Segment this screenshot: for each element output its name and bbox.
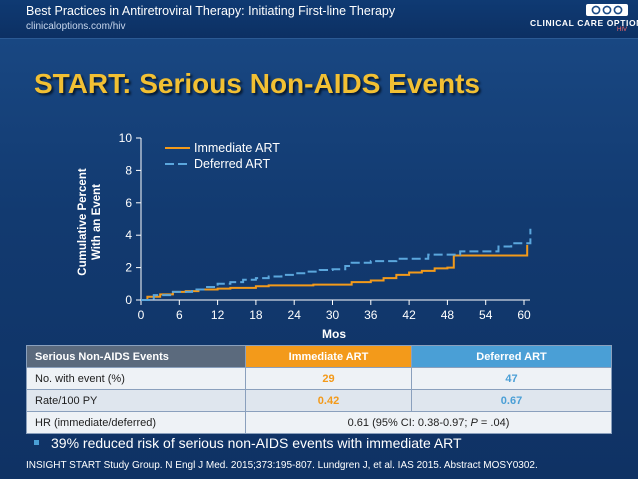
- events-table: Serious Non-AIDS Events Immediate ART De…: [26, 345, 612, 434]
- y-axis-title-line1: Cumulative Percent: [77, 168, 89, 276]
- x-tick-label: 54: [479, 308, 493, 322]
- presentation-title: Best Practices in Antiretroviral Therapy…: [26, 4, 396, 18]
- logo-sub: HIV: [617, 27, 628, 33]
- x-tick-label: 0: [138, 308, 145, 322]
- x-tick-label: 60: [517, 308, 531, 322]
- x-tick-label: 18: [249, 308, 263, 322]
- key-finding: 39% reduced risk of serious non-AIDS eve…: [34, 435, 462, 451]
- logo-text: CLINICAL CARE OPTIONS: [530, 18, 638, 28]
- row-value-immediate: 29: [245, 367, 412, 390]
- hr-value-pre: 0.61 (95% CI: 0.38-0.97;: [347, 416, 471, 429]
- x-tick-label: 42: [402, 308, 416, 322]
- x-tick-label: 48: [441, 308, 455, 322]
- x-tick-label: 36: [364, 308, 378, 322]
- table-row: Rate/100 PY 0.42 0.67: [26, 389, 612, 412]
- hr-label: HR (immediate/deferred): [26, 411, 246, 434]
- legend-label: Immediate ART: [194, 141, 280, 155]
- hr-value-post: = .04): [477, 416, 510, 429]
- citation: INSIGHT START Study Group. N Engl J Med.…: [26, 460, 538, 471]
- site-url[interactable]: clinicaloptions.com/hiv: [26, 21, 126, 32]
- series-line-immediate-art: [141, 244, 529, 301]
- row-label: No. with event (%): [26, 367, 246, 390]
- table-row: No. with event (%) 29 47: [26, 367, 612, 390]
- table-header-row: Serious Non-AIDS Events Immediate ART De…: [26, 345, 612, 368]
- series-line-deferred-art: [141, 228, 532, 301]
- y-tick-label: 8: [125, 163, 132, 177]
- row-value-immediate: 0.42: [245, 389, 412, 412]
- table-header: Serious Non-AIDS Events: [26, 345, 246, 368]
- y-tick-label: 4: [125, 228, 132, 242]
- table-header-immediate: Immediate ART: [245, 345, 412, 368]
- hr-value-p: P: [470, 416, 478, 429]
- row-value-deferred: 47: [411, 367, 612, 390]
- table-row-hr: HR (immediate/deferred) 0.61 (95% CI: 0.…: [26, 411, 612, 434]
- hr-value: 0.61 (95% CI: 0.38-0.97; P = .04): [245, 411, 612, 434]
- x-tick-label: 24: [288, 308, 302, 322]
- y-axis-title-line2: With an Event: [91, 184, 103, 260]
- y-tick-label: 6: [125, 196, 132, 210]
- key-finding-text: 39% reduced risk of serious non-AIDS eve…: [51, 435, 462, 451]
- row-value-deferred: 0.67: [411, 389, 612, 412]
- row-label: Rate/100 PY: [26, 389, 246, 412]
- table-header-deferred: Deferred ART: [411, 345, 612, 368]
- header-bar: Best Practices in Antiretroviral Therapy…: [0, 0, 638, 39]
- clinical-care-options-logo: CLINICAL CARE OPTIONS HIV: [530, 3, 638, 35]
- x-axis-title: Mos: [322, 327, 346, 341]
- y-tick-label: 0: [125, 293, 132, 307]
- x-tick-label: 6: [176, 308, 183, 322]
- slide-title: START: Serious Non-AIDS Events: [34, 68, 480, 99]
- y-tick-label: 2: [125, 261, 132, 275]
- legend-label: Deferred ART: [194, 157, 271, 171]
- y-tick-label: 10: [119, 131, 133, 145]
- x-tick-label: 30: [326, 308, 340, 322]
- logo-mark-icon: [586, 4, 628, 16]
- x-tick-label: 12: [211, 308, 225, 322]
- bullet-square-icon: [34, 439, 39, 445]
